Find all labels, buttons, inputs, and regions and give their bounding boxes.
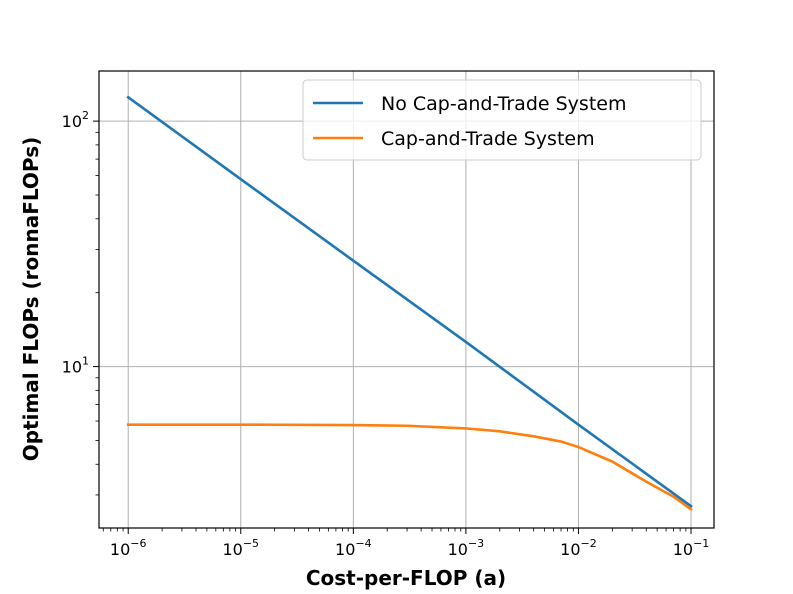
x-tick-exponent: −4: [355, 537, 371, 550]
x-tick-exponent: −3: [468, 537, 484, 550]
x-tick-base: 10: [110, 540, 130, 559]
y-tick-label: 102: [62, 109, 89, 131]
x-tick-exponent: −1: [693, 537, 709, 550]
y-axis-label: Optimal FLOPs (ronnaFLOPs): [19, 137, 43, 462]
legend-label-no-cap-and-trade: No Cap-and-Trade System: [381, 93, 626, 115]
x-tick-base: 10: [335, 540, 355, 559]
x-tick-exponent: −6: [130, 537, 146, 550]
x-tick-label: 10−2: [560, 537, 597, 559]
y-tick-exponent: 1: [82, 355, 89, 368]
series-line-cap-and-trade: [126, 423, 693, 512]
plot-series: [126, 95, 693, 512]
x-tick-base: 10: [560, 540, 580, 559]
x-tick-label: 10−3: [448, 537, 485, 559]
x-tick-base: 10: [448, 540, 468, 559]
legend-label-cap-and-trade: Cap-and-Trade System: [381, 128, 595, 150]
y-tick-base: 10: [62, 358, 82, 377]
legend-box: [302, 79, 702, 161]
y-tick-label: 101: [62, 355, 89, 377]
plot-frame: [98, 70, 715, 529]
x-tick-base: 10: [222, 540, 242, 559]
x-axis-label: Cost-per-FLOP (a): [306, 566, 506, 590]
y-tick-base: 10: [62, 112, 82, 131]
x-tick-exponent: −5: [243, 537, 259, 550]
legend: No Cap-and-Trade System Cap-and-Trade Sys…: [302, 79, 702, 161]
y-tick-exponent: 2: [82, 109, 89, 122]
x-tick-label: 10−1: [673, 537, 710, 559]
x-tick-label: 10−4: [335, 537, 372, 559]
x-tick-label: 10−6: [110, 537, 147, 559]
x-tick-exponent: −2: [581, 537, 597, 550]
series-line-no-cap-and-trade: [126, 95, 693, 508]
x-tick-base: 10: [673, 540, 693, 559]
x-tick-label: 10−5: [222, 537, 259, 559]
